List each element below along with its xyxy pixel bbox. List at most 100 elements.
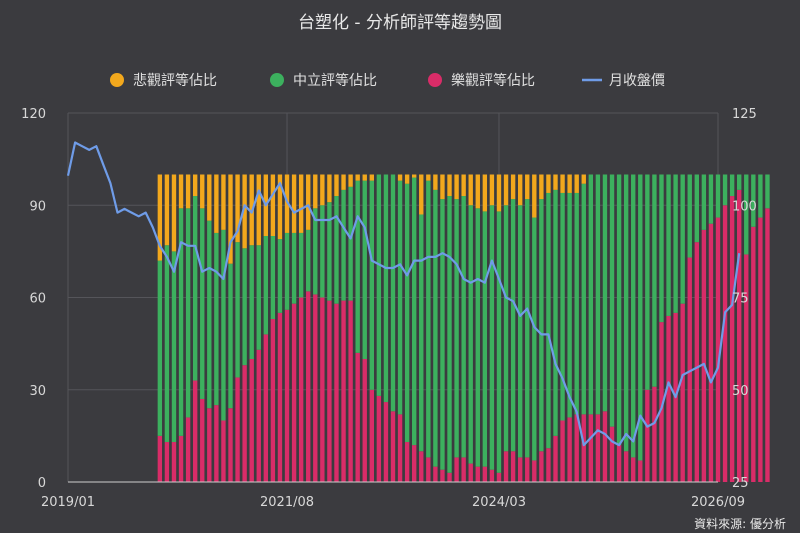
bar-pessimistic	[185, 174, 191, 209]
left-y-tick-label: 60	[29, 292, 46, 307]
bar-optimistic	[645, 389, 650, 482]
bar-neutral	[687, 174, 692, 258]
bar-optimistic	[687, 257, 692, 482]
bar-optimistic	[200, 398, 205, 482]
legend-label-optimistic: 樂觀評等佔比	[451, 72, 535, 89]
legend-item-pessimistic[interactable]: 悲觀評等佔比	[110, 72, 217, 89]
bar-optimistic	[235, 377, 240, 482]
bar-optimistic	[744, 254, 749, 482]
bar-neutral	[722, 174, 728, 206]
bar-neutral	[701, 174, 707, 230]
legend-item-optimistic[interactable]: 樂觀評等佔比	[428, 72, 535, 89]
bar-neutral	[468, 205, 473, 464]
bar-optimistic	[284, 309, 290, 482]
bar-neutral	[751, 174, 756, 227]
left-y-tick-label: 90	[29, 199, 46, 214]
bar-pessimistic	[200, 174, 205, 209]
bar-optimistic	[722, 205, 728, 482]
bar-pessimistic	[539, 174, 544, 200]
bar-neutral	[313, 208, 318, 295]
bar-neutral	[440, 199, 445, 470]
bar-optimistic	[652, 386, 657, 482]
right-y-tick-label: 50	[732, 384, 749, 399]
bar-neutral	[765, 174, 770, 209]
bar-optimistic	[178, 435, 184, 482]
bar-pessimistic	[532, 174, 537, 218]
bar-optimistic	[517, 457, 523, 482]
bar-neutral	[631, 174, 636, 458]
right-y-tick-label: 125	[732, 107, 757, 122]
bar-pessimistic	[228, 174, 233, 264]
legend-label-price: 月收盤價	[609, 72, 665, 89]
bar-pessimistic	[157, 174, 163, 261]
bar-optimistic	[412, 445, 417, 482]
price-line	[66, 141, 741, 447]
bar-neutral	[602, 174, 608, 412]
bar-neutral	[348, 186, 353, 301]
bar-optimistic	[221, 420, 226, 482]
bar-neutral	[737, 174, 742, 190]
bar-neutral	[207, 220, 212, 409]
bar-optimistic	[256, 349, 261, 482]
bar-pessimistic	[341, 174, 346, 190]
bar-optimistic	[390, 411, 396, 482]
bar-optimistic	[588, 414, 594, 482]
bar-neutral	[454, 199, 459, 458]
bar-pessimistic	[214, 174, 219, 233]
bar-neutral	[306, 229, 311, 292]
bar-pessimistic	[404, 174, 410, 184]
bar-optimistic	[659, 322, 664, 482]
bar-neutral	[623, 174, 629, 452]
bar-neutral	[510, 199, 516, 452]
bar-optimistic	[525, 457, 530, 482]
bar-neutral	[433, 189, 438, 467]
bar-neutral	[574, 192, 579, 415]
legend-item-neutral[interactable]: 中立評等佔比	[270, 72, 377, 89]
bar-optimistic	[574, 414, 579, 482]
bar-optimistic	[306, 291, 311, 482]
bar-optimistic	[369, 389, 374, 482]
bar-neutral	[426, 180, 431, 458]
bar-optimistic	[263, 334, 269, 482]
bar-pessimistic	[468, 174, 473, 206]
bar-optimistic	[631, 457, 636, 482]
bar-optimistic	[355, 352, 360, 482]
bar-neutral	[376, 174, 382, 396]
bar-pessimistic	[313, 174, 318, 209]
bar-optimistic	[701, 229, 707, 482]
bar-optimistic	[214, 405, 219, 482]
bar-pessimistic	[306, 174, 311, 230]
bar-neutral	[404, 183, 410, 443]
bar-optimistic	[447, 472, 452, 482]
bar-optimistic	[461, 457, 466, 482]
bar-optimistic	[171, 442, 177, 482]
bar-optimistic	[539, 451, 544, 482]
right-y-tick-label: 75	[732, 292, 749, 307]
bar-optimistic	[207, 408, 212, 482]
bar-pessimistic	[517, 174, 523, 206]
bar-neutral	[517, 205, 523, 458]
bar-pessimistic	[235, 174, 240, 243]
bar-pessimistic	[433, 174, 438, 190]
bar-optimistic	[320, 297, 325, 482]
bar-optimistic	[433, 466, 438, 482]
bar-pessimistic	[496, 174, 502, 212]
bar-neutral	[383, 174, 389, 403]
bar-neutral	[673, 174, 678, 313]
bar-neutral	[659, 174, 664, 323]
bar-pessimistic	[412, 174, 417, 178]
bar-optimistic	[454, 457, 459, 482]
legend-item-price[interactable]: 月收盤價	[582, 72, 665, 89]
bar-neutral	[192, 196, 198, 381]
bar-optimistic	[694, 242, 699, 482]
bar-neutral	[412, 177, 417, 446]
bar-neutral	[284, 232, 290, 310]
bar-pessimistic	[447, 174, 452, 197]
bar-pessimistic	[355, 174, 360, 181]
bar-optimistic	[715, 217, 721, 483]
left-y-tick-label: 0	[38, 476, 46, 491]
bar-neutral	[567, 192, 572, 418]
bar-neutral	[256, 245, 261, 350]
bar-pessimistic	[171, 174, 177, 252]
